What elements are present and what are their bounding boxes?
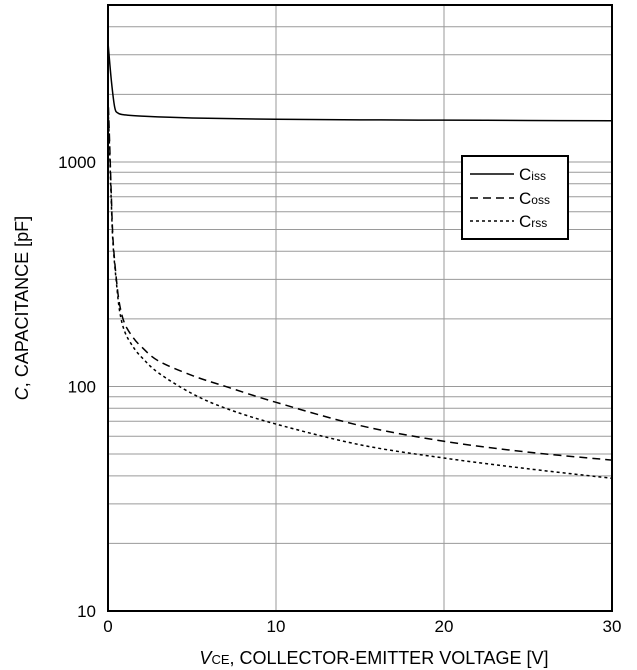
y-tick-label: 100 [68, 377, 96, 396]
x-tick-label: 0 [103, 617, 112, 636]
legend-box [461, 155, 569, 240]
series-line-rss [107, 104, 613, 480]
x-axis-label-symbol: V [199, 648, 213, 668]
plot-frame [107, 4, 613, 612]
x-tick-label: 20 [435, 617, 454, 636]
y-tick-label: 1000 [58, 153, 96, 172]
x-axis-label-subscript: CE [211, 652, 229, 667]
x-axis-label: VCE, COLLECTOR-EMITTER VOLTAGE [V] [199, 648, 548, 668]
y-tick-label: 10 [77, 602, 96, 621]
x-tick-label: 10 [267, 617, 286, 636]
tick-labels: 0 10 20 30 10 100 1000 [58, 153, 621, 636]
legend-label-ciss: Ciss [519, 165, 546, 184]
y-axis-label: C, CAPACITANCE [pF] [12, 216, 32, 400]
y-axis-label-symbol: C [12, 386, 32, 400]
x-axis-label-text: , COLLECTOR-EMITTER VOLTAGE [V] [230, 648, 549, 668]
legend-label-coss: Coss [519, 189, 550, 208]
series-line-oss [107, 94, 613, 461]
legend: Ciss Coss Crss [461, 155, 569, 240]
series-line-iss [107, 42, 613, 122]
series-lines [107, 42, 613, 480]
grid [107, 4, 613, 612]
legend-label-crss: Crss [519, 212, 547, 231]
x-tick-label: 30 [603, 617, 622, 636]
y-axis-label-text: , CAPACITANCE [pF] [12, 216, 32, 387]
